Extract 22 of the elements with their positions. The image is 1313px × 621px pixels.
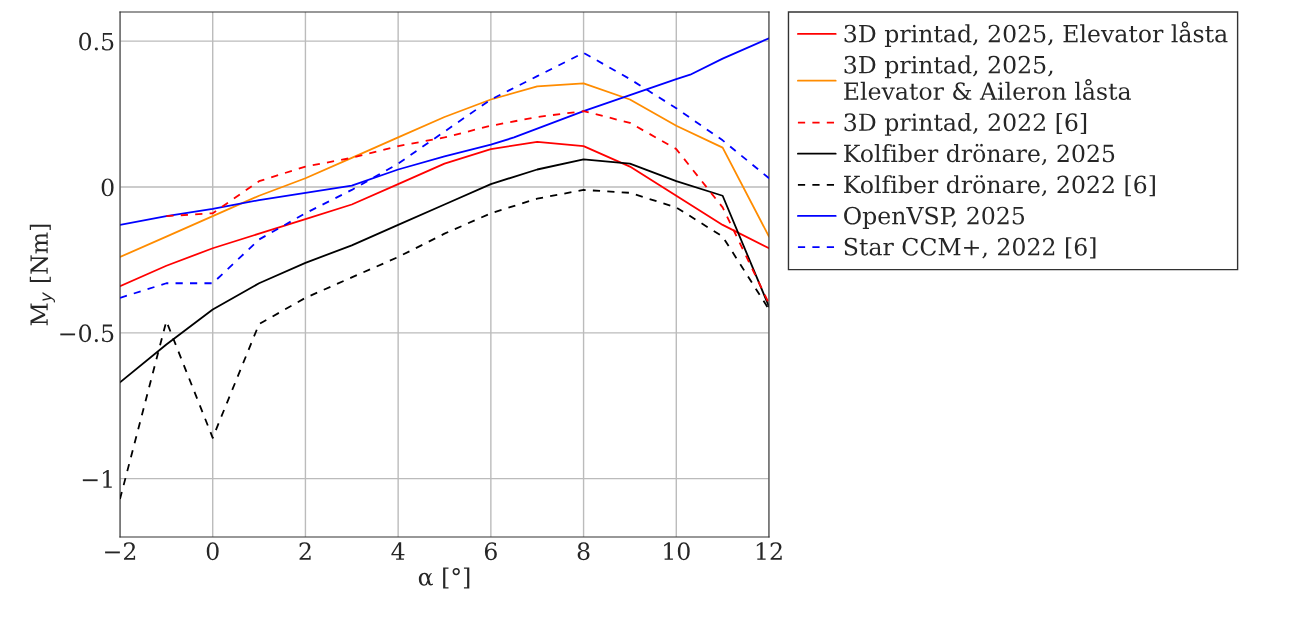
legend-label: 3D printad, 2025, Elevator låsta bbox=[844, 21, 1228, 48]
legend-label: 3D printad, 2022 [6] bbox=[844, 112, 1087, 136]
legend-label: OpenVSP, 2025 bbox=[844, 206, 1025, 230]
x-tick-label: −2 bbox=[105, 542, 136, 560]
legend-label: Star CCM+, 2022 [6] bbox=[844, 237, 1096, 259]
line-series bbox=[120, 82, 769, 258]
y-tick-label: 0.5 bbox=[79, 32, 114, 51]
x-tick-label: 4 bbox=[391, 542, 405, 560]
x-tick-label: 0 bbox=[206, 542, 219, 561]
y-tick-label: 0 bbox=[101, 178, 114, 197]
legend-label: 3D printad, 2025, Elevator & Aileron låsta bbox=[844, 55, 1131, 101]
legend-label: Kolfiber drönare, 2025 bbox=[844, 143, 1115, 166]
legend-label: Kolfiber drönare, 2022 [6] bbox=[844, 174, 1155, 197]
x-tick-label: 10 bbox=[664, 542, 690, 561]
x-tick-label: 12 bbox=[756, 542, 782, 560]
y-tick-label: −1 bbox=[82, 470, 112, 488]
x-tick-label: 6 bbox=[484, 542, 497, 561]
x-axis-title: α [°] bbox=[418, 567, 470, 589]
y-axis-title: M$_{y}$ [Nm] bbox=[29, 224, 56, 326]
x-tick-label: 2 bbox=[299, 542, 311, 560]
x-tick-label: 8 bbox=[577, 542, 590, 561]
y-tick-label: −0.5 bbox=[60, 324, 114, 343]
